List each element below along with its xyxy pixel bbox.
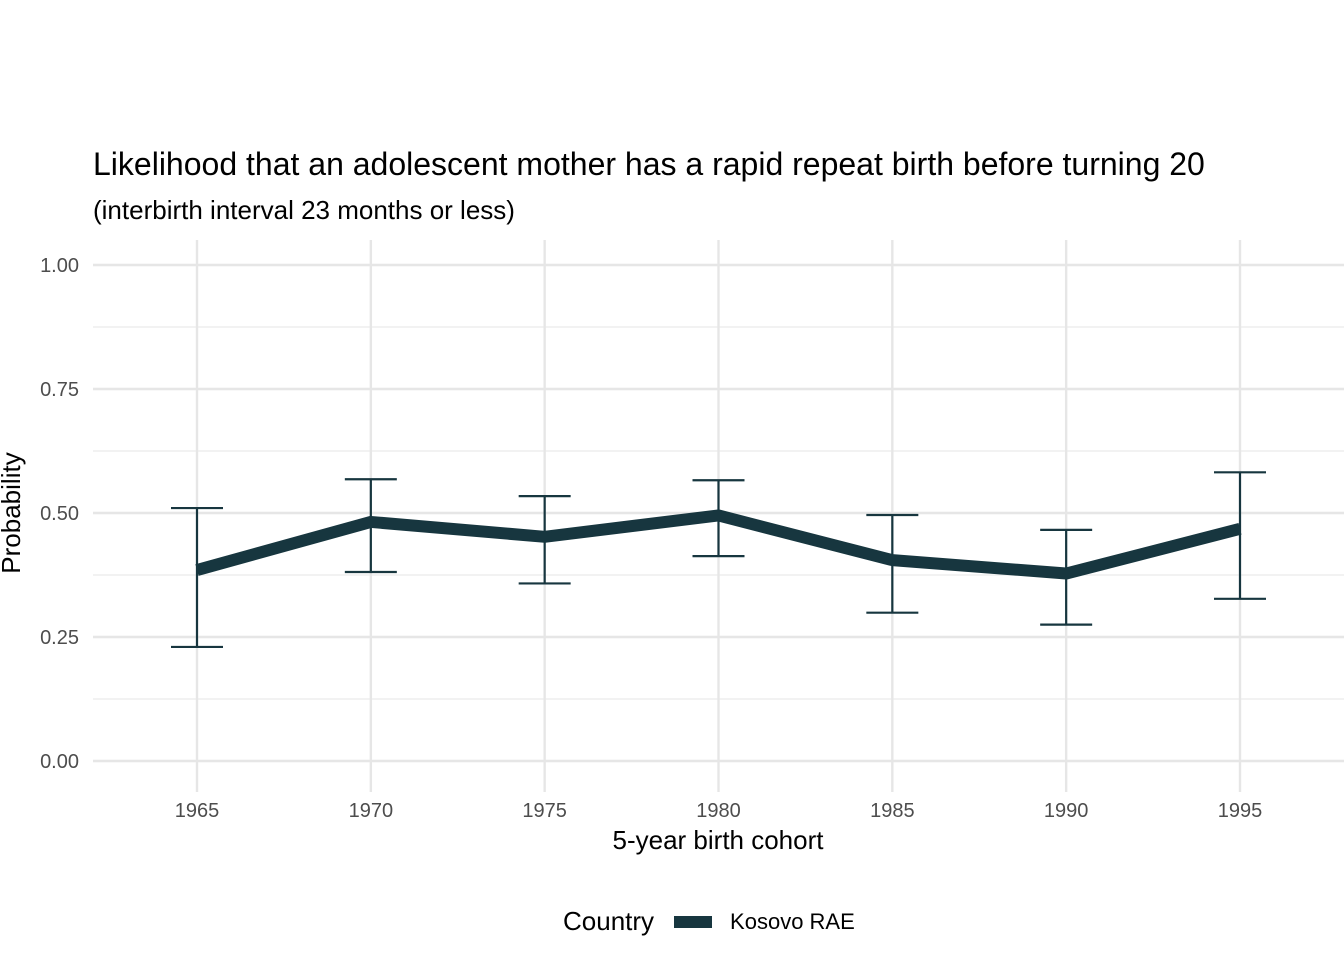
y-axis-title: Probability <box>0 452 26 573</box>
x-tick-label: 1965 <box>175 800 220 822</box>
chart-subtitle: (interbirth interval 23 months or less) <box>93 195 515 225</box>
y-tick-label: 1.00 <box>40 255 79 277</box>
x-tick-label: 1980 <box>696 800 741 822</box>
chart-title: Likelihood that an adolescent mother has… <box>93 146 1205 182</box>
x-tick-label: 1975 <box>522 800 567 822</box>
line-chart: 0.00 0.25 0.50 0.75 1.00 1965 1970 1975 1980 198… <box>0 240 1344 855</box>
x-tick-label: 1985 <box>870 800 915 822</box>
y-tick-label: 0.25 <box>40 627 79 649</box>
legend-title: Country <box>563 906 655 936</box>
y-tick-labels: 0.00 0.25 0.50 0.75 1.00 <box>40 255 79 773</box>
legend: Country Kosovo RAE <box>0 900 1344 948</box>
series-line <box>195 509 1242 580</box>
legend-key-swatch <box>674 915 713 928</box>
y-tick-label: 0.50 <box>40 503 79 525</box>
x-tick-label: 1995 <box>1218 800 1263 822</box>
x-tick-label: 1990 <box>1044 800 1089 822</box>
y-tick-label: 0.75 <box>40 379 79 401</box>
error-bars <box>171 471 1266 649</box>
legend-label: Kosovo RAE <box>730 908 855 934</box>
x-axis-title: 5-year birth cohort <box>613 825 825 855</box>
x-tick-label: 1970 <box>349 800 394 822</box>
error-bar <box>1214 471 1266 600</box>
series-lines <box>195 509 1242 580</box>
x-tick-labels: 1965 1970 1975 1980 1985 1990 1995 <box>175 800 1263 822</box>
y-tick-label: 0.00 <box>40 751 79 773</box>
error-bar <box>171 506 223 649</box>
